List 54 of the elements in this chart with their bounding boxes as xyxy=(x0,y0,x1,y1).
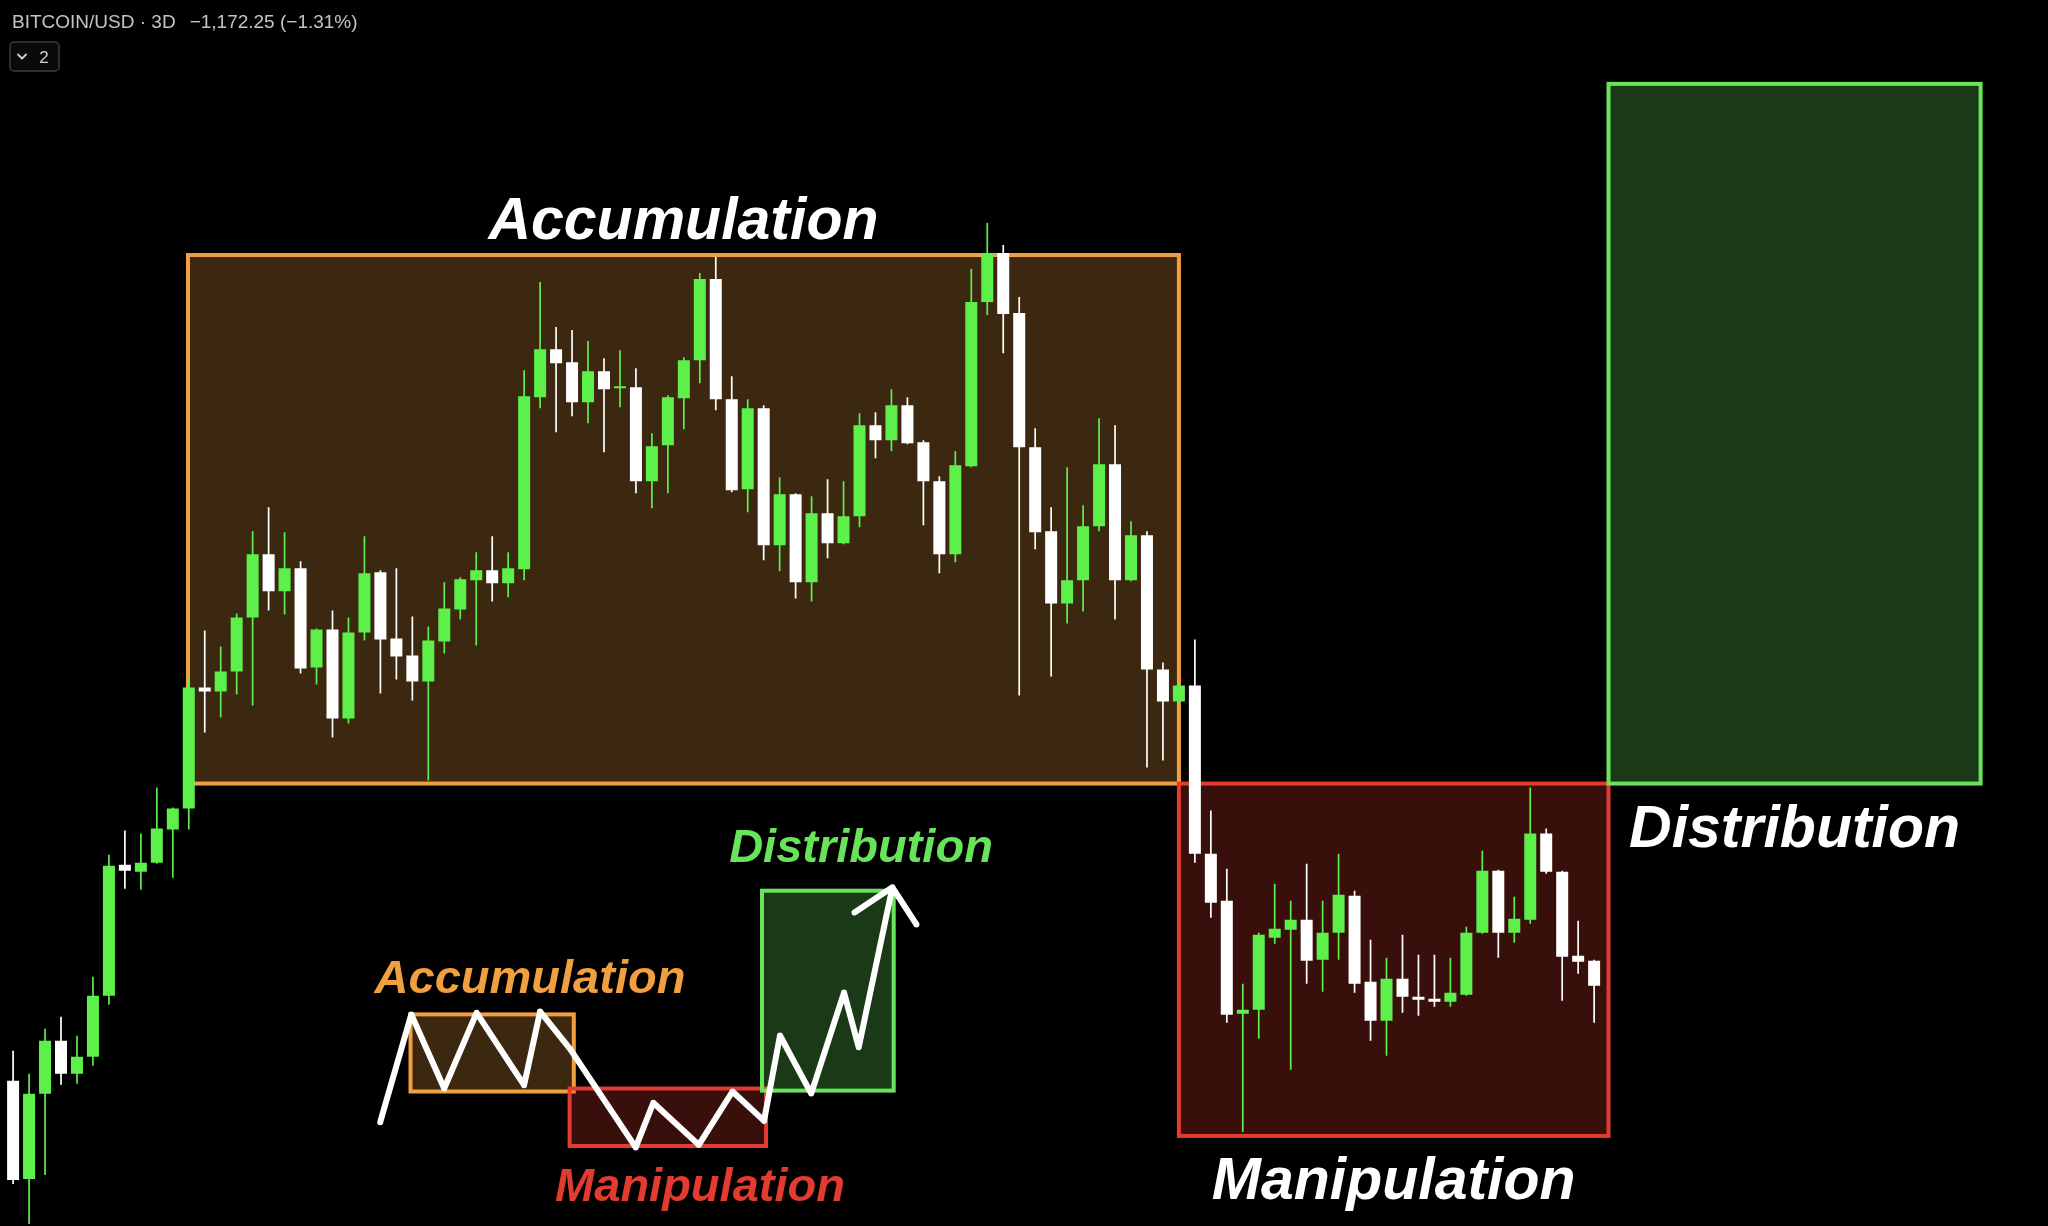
candlestick xyxy=(582,341,595,424)
candlestick xyxy=(1045,507,1058,677)
candlestick xyxy=(39,1028,52,1175)
candlestick xyxy=(1077,505,1090,612)
candlestick xyxy=(1156,662,1169,761)
candlestick xyxy=(1508,896,1521,943)
candlestick xyxy=(214,646,227,718)
candlestick xyxy=(534,282,547,409)
chart-title: BITCOIN/USD · 3D xyxy=(12,11,176,32)
candlestick xyxy=(566,330,579,417)
candlestick xyxy=(70,1035,83,1084)
band-label: Manipulation xyxy=(1211,1145,1576,1212)
candlestick xyxy=(1524,787,1537,924)
candlestick xyxy=(118,830,131,889)
annotation: Distribution xyxy=(729,819,993,872)
candlestick xyxy=(550,327,563,433)
candlestick xyxy=(198,630,211,733)
candlestick xyxy=(677,357,690,430)
candlestick xyxy=(1236,983,1249,1132)
candlestick xyxy=(1013,297,1026,696)
candlestick xyxy=(981,223,994,316)
annotation: Manipulation xyxy=(555,1158,845,1211)
candlestick xyxy=(470,552,483,646)
candlestick xyxy=(1300,863,1313,984)
candlestick xyxy=(597,358,610,453)
candlestick xyxy=(502,552,515,598)
candlestick xyxy=(150,787,163,864)
candlestick xyxy=(1140,531,1153,768)
annotation: Accumulation xyxy=(373,950,686,1003)
band-label: Accumulation xyxy=(486,186,879,253)
candlestick xyxy=(1588,959,1601,1023)
candlestick xyxy=(166,807,179,878)
chart-subtitle: −1,172.25 (−1.31%) xyxy=(189,11,358,32)
candlestick xyxy=(246,531,259,706)
candlestick xyxy=(661,395,674,494)
candlestick xyxy=(1268,883,1281,944)
candlestick xyxy=(1109,425,1122,620)
candlestick xyxy=(23,1073,36,1224)
candlestick xyxy=(1061,467,1074,624)
candlestick xyxy=(486,536,499,602)
candlestick xyxy=(1093,418,1106,532)
dropdown-button: 2 xyxy=(9,41,60,72)
candlestick xyxy=(134,833,147,890)
candlestick xyxy=(1284,900,1297,1070)
candlestick xyxy=(645,433,658,509)
candlestick xyxy=(438,582,451,654)
band-label: Distribution xyxy=(1629,793,1961,860)
candlestick xyxy=(1204,810,1217,918)
candlestick xyxy=(997,245,1010,354)
candlestick xyxy=(1572,920,1585,974)
candlestick xyxy=(422,626,435,781)
candlestick xyxy=(773,477,786,572)
candlestick xyxy=(55,1016,68,1085)
candlestick xyxy=(613,350,626,408)
